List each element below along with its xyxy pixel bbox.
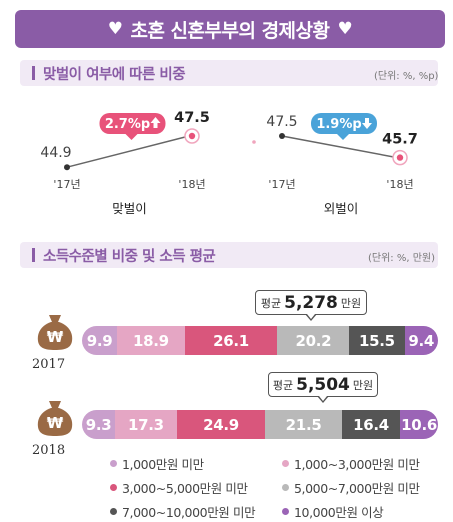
bar-segment: 26.1	[184, 326, 278, 355]
x-tick-label: '17년	[53, 178, 80, 191]
unit-label: (단위: %, %p)	[374, 71, 439, 82]
legend-item: 3,000~5,000만원 미만	[110, 478, 248, 497]
legend-swatch	[110, 508, 117, 515]
series-line	[66, 135, 190, 168]
legend-item: 10,000만원 이상	[282, 502, 384, 521]
year-label-2017: 2017	[32, 357, 66, 372]
section-title: 맞벌이 여부에 따른 비중	[43, 66, 186, 83]
svg-text:₩: ₩	[47, 414, 64, 432]
average-suffix: 만원	[352, 378, 374, 392]
change-badge	[99, 113, 166, 134]
stacked-bar-2018: 9.3 17.3 24.9 21.5 16.4 10.6	[82, 410, 438, 439]
legend-swatch	[110, 460, 117, 467]
average-suffix: 만원	[340, 296, 362, 310]
section-marker	[32, 248, 35, 262]
stacked-bar-2017: 9.9 18.9 26.1 20.2 15.5 9.4	[82, 326, 438, 355]
x-tick-label: '18년	[386, 178, 413, 191]
change-value: 1.9%p	[316, 117, 361, 132]
bar-segment: 16.4	[341, 410, 401, 439]
x-tick-label: '17년	[268, 178, 295, 191]
legend-swatch	[282, 460, 289, 467]
x-tick-label: '18년	[178, 178, 205, 191]
legend-item: 7,000~10,000만원 미만	[110, 502, 256, 521]
decor-dot	[252, 140, 256, 144]
legend-item: 1,000~3,000만원 미만	[282, 454, 420, 473]
svg-text:₩: ₩	[47, 328, 64, 346]
arrow-down-icon	[362, 118, 372, 129]
average-prefix: 평균	[260, 296, 282, 310]
badge-pointer	[337, 134, 349, 140]
series-line	[281, 135, 398, 159]
legend-item: 1,000만원 미만	[110, 454, 204, 473]
change-badge	[311, 113, 377, 134]
bar-segment: 21.5	[265, 410, 342, 439]
legend-label: 5,000~7,000만원 미만	[294, 481, 420, 496]
section-header-income-level: 소득수준별 비중 및 소득 평균	[20, 242, 438, 268]
data-label: 47.5	[266, 114, 297, 130]
section-header-dual-income: 맞벌이 여부에 따른 비중	[20, 60, 438, 86]
legend-label: 7,000~10,000만원 미만	[122, 505, 256, 520]
bar-segment: 9.9	[82, 326, 118, 355]
legend-label: 1,000~3,000만원 미만	[294, 457, 420, 472]
section-title: 소득수준별 비중 및 소득 평균	[43, 248, 216, 265]
year-label-2018: 2018	[32, 443, 66, 458]
badge-pointer	[125, 134, 138, 140]
legend-label: 10,000만원 이상	[294, 505, 384, 520]
data-point	[279, 133, 285, 139]
heart-icon: ♥	[337, 19, 353, 39]
data-point	[396, 154, 404, 161]
bar-segment: 10.6	[400, 410, 438, 439]
legend-label: 3,000~5,000만원 미만	[122, 481, 248, 496]
average-prefix: 평균	[272, 378, 294, 392]
arrow-up-icon	[150, 117, 161, 128]
bar-segment: 15.5	[349, 326, 405, 355]
data-label: 47.5	[174, 110, 210, 126]
page-title-text: 초혼 신혼부부의 경제상황	[130, 19, 330, 42]
legend-label: 1,000만원 미만	[122, 457, 204, 472]
change-value: 2.7%p	[105, 117, 150, 132]
data-label: 45.7	[382, 132, 418, 148]
money-bag-icon: ₩	[37, 315, 73, 350]
heart-icon: ♥	[107, 19, 123, 39]
bar-segment: 18.9	[117, 326, 185, 355]
chart-title: 외벌이	[324, 201, 359, 216]
legend-swatch	[282, 484, 289, 491]
data-point	[64, 164, 70, 171]
legend-swatch	[282, 508, 289, 515]
bar-segment: 17.3	[115, 410, 177, 439]
average-callout-2018: 평균 5,504 만원	[268, 372, 378, 403]
data-point	[188, 132, 196, 140]
bar-segment: 9.3	[82, 410, 116, 439]
unit-label: (단위: %, 만원)	[368, 253, 436, 264]
average-callout-2017: 평균 5,278 만원	[255, 290, 367, 321]
bar-segment: 24.9	[176, 410, 266, 439]
section-marker	[32, 66, 35, 80]
data-label: 44.9	[40, 145, 71, 161]
average-value: 5,278	[284, 292, 338, 313]
money-bag-icon: ₩	[37, 401, 73, 436]
bar-segment: 9.4	[404, 326, 438, 355]
chart-title: 맞벌이	[112, 201, 147, 216]
bar-segment: 20.2	[277, 326, 350, 355]
legend-item: 5,000~7,000만원 미만	[282, 478, 420, 497]
page-title: ♥ 초혼 신혼부부의 경제상황 ♥	[15, 10, 445, 48]
legend-swatch	[110, 484, 117, 491]
average-value: 5,504	[296, 374, 350, 395]
